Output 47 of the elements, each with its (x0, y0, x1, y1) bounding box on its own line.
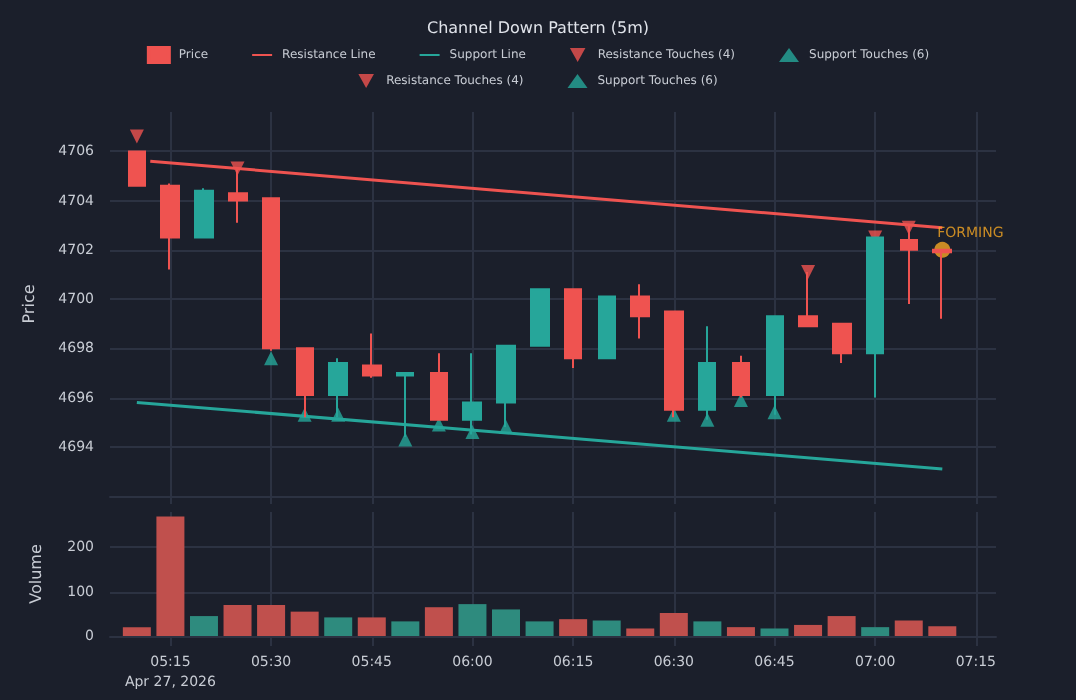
point (700, 412, 715, 427)
bar (525, 621, 554, 636)
bar (794, 624, 823, 636)
point (499, 420, 514, 435)
bar (492, 609, 521, 636)
bar (861, 627, 890, 636)
bar (357, 617, 386, 636)
bar (424, 607, 453, 636)
candlestick (128, 150, 146, 187)
bar (257, 605, 286, 636)
bar (928, 626, 957, 636)
bar (223, 605, 252, 636)
candlestick (194, 187, 214, 239)
candlestick (664, 310, 684, 419)
candlestick (362, 332, 382, 379)
bar (189, 616, 218, 636)
candlestick (598, 295, 616, 360)
candlestick (328, 357, 348, 419)
bar (760, 628, 789, 636)
bar (894, 620, 923, 636)
point (129, 129, 144, 144)
point (264, 351, 279, 366)
point (801, 265, 816, 279)
candlestick (530, 288, 550, 347)
chart-title: Channel Down Pattern (5m) (426, 19, 650, 37)
bar (324, 617, 353, 636)
bar (726, 627, 755, 636)
candlestick (630, 283, 650, 340)
bar (626, 628, 655, 636)
candlestick (766, 315, 784, 416)
y-axis-title: Volume (27, 544, 45, 604)
candlestick (564, 288, 582, 369)
bar (559, 619, 588, 636)
bar (827, 616, 856, 636)
candlestick (160, 182, 180, 271)
y-axis-title: Price (19, 284, 38, 324)
bar (592, 620, 621, 636)
bar (659, 612, 688, 636)
point (331, 407, 346, 422)
bar (122, 627, 151, 636)
bar (290, 611, 319, 636)
bar (458, 604, 487, 636)
bar (693, 621, 722, 636)
candlestick (296, 347, 314, 419)
bar (156, 516, 185, 636)
bar (391, 621, 420, 636)
candlestick (832, 322, 852, 365)
